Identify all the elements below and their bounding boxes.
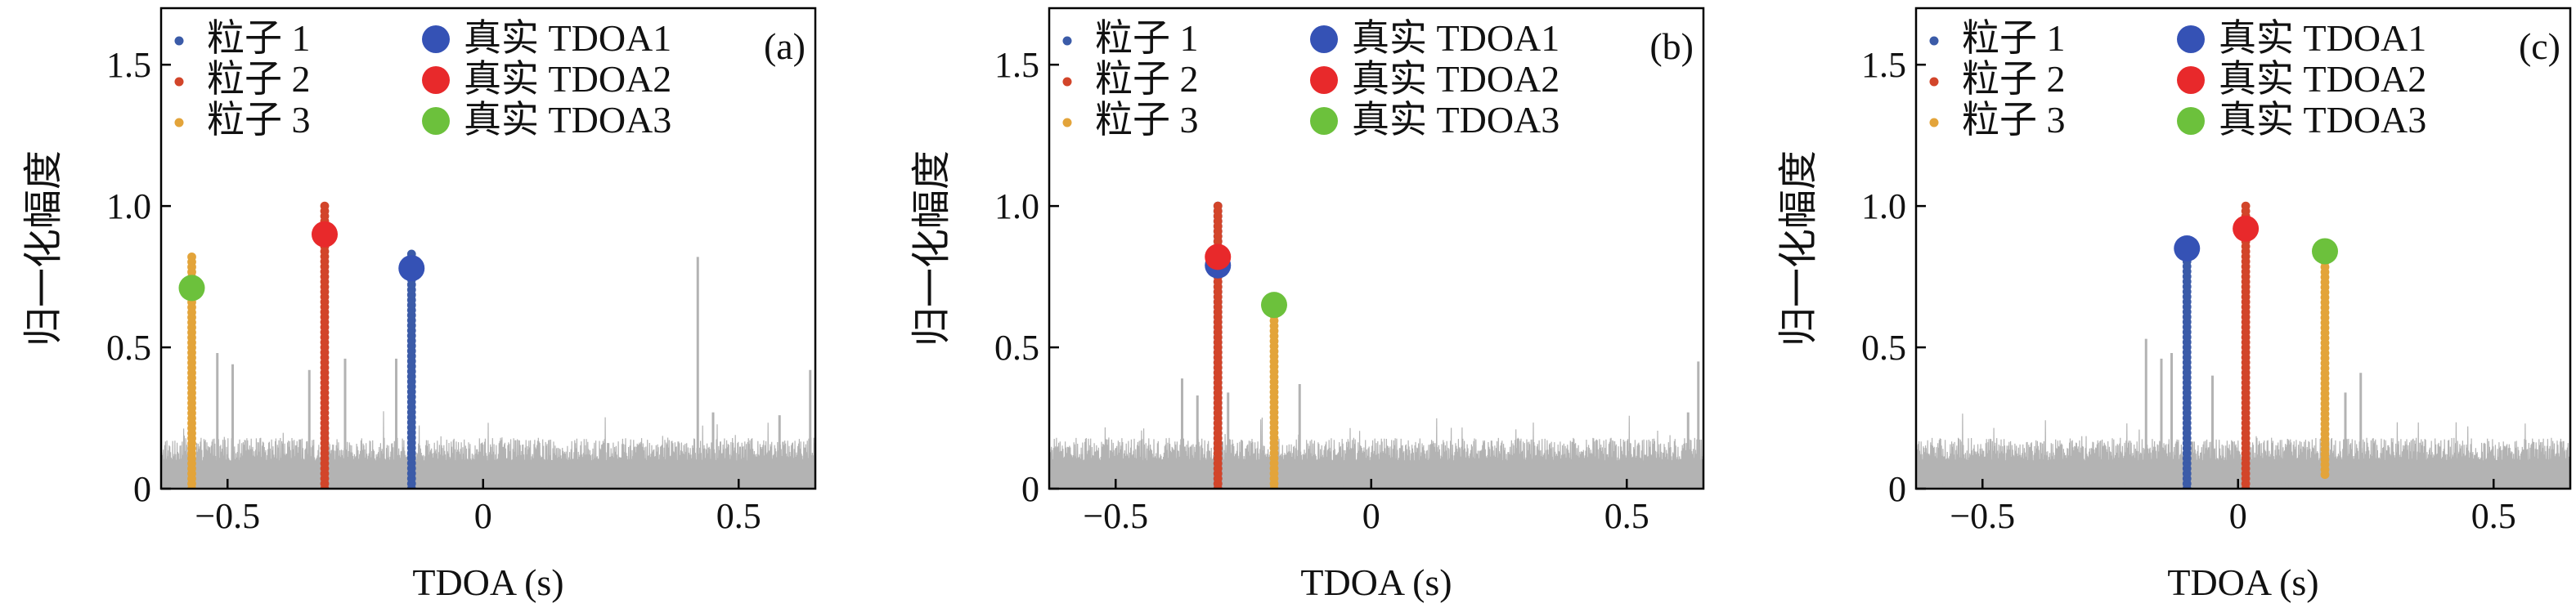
- y-tick-label: 0.5: [1861, 328, 1906, 368]
- particle-series-1: [2182, 247, 2192, 489]
- legend-particle-1-label: 粒子 1: [1095, 17, 1199, 59]
- x-tick-label: −0.5: [1083, 496, 1148, 536]
- true-tdoa-3-marker: [2312, 238, 2338, 265]
- legend-particle-1-swatch: [1062, 36, 1072, 46]
- x-tick-label: 0: [474, 496, 492, 536]
- legend-particle-2-swatch: [1062, 77, 1072, 87]
- particle-series-3: [2320, 252, 2330, 480]
- legend-true-1-swatch: [422, 25, 450, 53]
- true-tdoa-1-marker: [398, 255, 425, 282]
- legend-true-1-label: 真实 TDOA1: [2219, 17, 2426, 59]
- legend: 粒子 1 真实 TDOA1 粒子 2 真实 TDOA2 粒子 3 真实 TDOA3: [1929, 17, 2426, 141]
- y-axis-label: 归一化幅度: [22, 150, 65, 346]
- x-tick-label: 0: [2229, 496, 2247, 536]
- noise-floor: [161, 411, 815, 489]
- panel-label: (a): [764, 25, 806, 67]
- legend-true-1-swatch: [1310, 25, 1338, 53]
- legend-true-1-swatch: [2177, 25, 2205, 53]
- y-tick-label: 0.5: [106, 328, 151, 368]
- legend-particle-3-swatch: [1929, 118, 1939, 127]
- legend-particle-1-swatch: [174, 36, 184, 46]
- legend-true-2-label: 真实 TDOA2: [2219, 58, 2426, 100]
- legend-particle-1-label: 粒子 1: [207, 17, 311, 59]
- y-tick-label: 1.0: [106, 186, 151, 226]
- x-tick-label: 0.5: [2471, 496, 2516, 536]
- particle-2-point: [320, 201, 330, 211]
- legend-particle-3-label: 粒子 3: [1962, 99, 2066, 141]
- legend-particle-3-label: 粒子 3: [1095, 99, 1199, 141]
- axes-frame: [1048, 7, 1705, 490]
- y-tick-label: 0: [1021, 469, 1039, 509]
- legend-particle-2-label: 粒子 2: [1962, 58, 2066, 100]
- y-tick-label: 0: [1888, 469, 1906, 509]
- legend: 粒子 1 真实 TDOA1 粒子 2 真实 TDOA2 粒子 3 真实 TDOA3: [174, 17, 671, 141]
- legend-particle-3-label: 粒子 3: [207, 99, 311, 141]
- y-tick-label: 0.5: [994, 328, 1039, 368]
- particle-series-2: [2241, 201, 2251, 489]
- legend-true-2-swatch: [422, 66, 450, 94]
- legend-particle-3-swatch: [1062, 118, 1072, 127]
- x-tick-label: −0.5: [195, 496, 260, 536]
- y-tick-label: 1.0: [1861, 186, 1906, 226]
- particle-series-1: [406, 249, 416, 489]
- legend-particle-3-swatch: [174, 118, 184, 127]
- plot-area: [161, 201, 815, 489]
- chart-panel-3: 0 0.5 1.0 1.5 −0.5 0 0.5 TDOA (s) 归一化幅度 (c) 粒子 1 真实…: [1777, 7, 2572, 603]
- y-tick-label: 1.5: [106, 45, 151, 85]
- legend-true-1-label: 真实 TDOA1: [464, 17, 671, 59]
- legend-true-1-label: 真实 TDOA1: [1352, 17, 1560, 59]
- true-tdoa-3-marker: [178, 275, 205, 302]
- legend-true-2-label: 真实 TDOA2: [464, 58, 671, 100]
- axes-frame: [1914, 7, 2572, 490]
- y-tick-label: 0: [133, 469, 151, 509]
- particle-3-point: [187, 252, 196, 262]
- plot-area: [1916, 201, 2570, 489]
- x-tick-label: 0: [1362, 496, 1380, 536]
- y-tick-label: 1.5: [1861, 45, 1906, 85]
- x-axis-label: TDOA (s): [1300, 561, 1452, 603]
- legend-true-3-swatch: [422, 107, 450, 135]
- legend-true-2-swatch: [1310, 66, 1338, 94]
- legend-particle-2-label: 粒子 2: [1095, 58, 1199, 100]
- true-tdoa-2-marker: [1205, 244, 1232, 270]
- legend-particle-2-label: 粒子 2: [207, 58, 311, 100]
- y-tick-label: 1.5: [994, 45, 1039, 85]
- particle-2-point: [2241, 201, 2251, 211]
- x-tick-label: 0.5: [716, 496, 761, 536]
- chart-panel-1: 0 0.5 1.0 1.5 −0.5 0 0.5 TDOA (s) 归一化幅度 (a) 粒子 1 真实…: [22, 7, 817, 603]
- legend-true-3-swatch: [1310, 107, 1338, 135]
- legend-particle-2-swatch: [174, 77, 184, 87]
- particle-series-2: [1213, 201, 1223, 489]
- panel-label: (c): [2519, 25, 2560, 67]
- legend-true-3-label: 真实 TDOA3: [464, 99, 671, 141]
- noise-floor: [1049, 415, 1703, 489]
- x-axis-label: TDOA (s): [2167, 561, 2318, 603]
- legend-true-2-label: 真实 TDOA2: [1352, 58, 1560, 100]
- legend: 粒子 1 真实 TDOA1 粒子 2 真实 TDOA2 粒子 3 真实 TDOA3: [1062, 17, 1560, 141]
- particle-2-point: [1213, 201, 1223, 211]
- x-tick-label: −0.5: [1950, 496, 2015, 536]
- legend-true-3-swatch: [2177, 107, 2205, 135]
- legend-true-3-label: 真实 TDOA3: [1352, 99, 1560, 141]
- y-axis-label: 归一化幅度: [1777, 150, 1820, 346]
- y-axis-label: 归一化幅度: [910, 150, 954, 346]
- plot-area: [1049, 201, 1703, 489]
- true-tdoa-3-marker: [1261, 292, 1287, 319]
- legend-particle-1-label: 粒子 1: [1962, 17, 2066, 59]
- x-tick-label: 0.5: [1604, 496, 1649, 536]
- y-tick-label: 1.0: [994, 186, 1039, 226]
- axes-frame: [159, 7, 817, 490]
- true-tdoa-2-marker: [312, 221, 338, 248]
- legend-true-3-label: 真实 TDOA3: [2219, 99, 2426, 141]
- panel-label: (b): [1649, 25, 1694, 67]
- legend-true-2-swatch: [2177, 66, 2205, 94]
- particle-series-3: [1269, 306, 1279, 489]
- true-tdoa-1-marker: [2174, 235, 2201, 262]
- legend-particle-2-swatch: [1929, 77, 1939, 87]
- legend-particle-1-swatch: [1929, 36, 1939, 46]
- x-axis-label: TDOA (s): [412, 561, 563, 603]
- chart-panel-2: 0 0.5 1.0 1.5 −0.5 0 0.5 TDOA (s) 归一化幅度 (b) 粒子 1 真实…: [910, 7, 1705, 603]
- true-tdoa-2-marker: [2233, 215, 2260, 242]
